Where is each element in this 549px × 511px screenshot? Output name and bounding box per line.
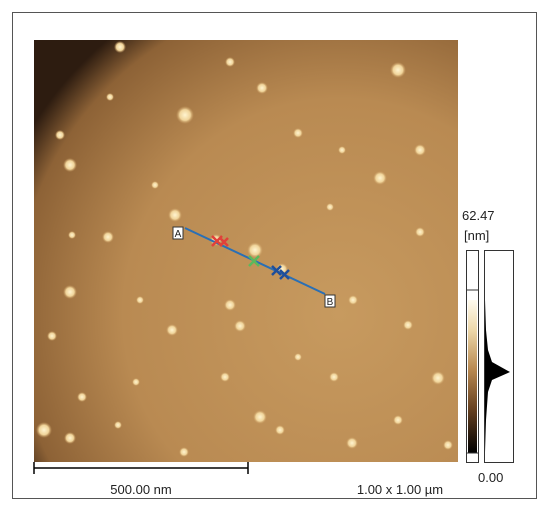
particle bbox=[329, 372, 339, 382]
marker-b-label: B bbox=[327, 297, 334, 308]
particle bbox=[220, 372, 230, 382]
particle bbox=[166, 324, 178, 336]
particle bbox=[225, 57, 235, 67]
marker-a bbox=[172, 226, 184, 240]
particle bbox=[63, 158, 77, 172]
particle bbox=[431, 371, 445, 385]
colorbar bbox=[468, 300, 477, 453]
particle bbox=[403, 320, 413, 330]
marker-b bbox=[324, 294, 336, 308]
particle bbox=[275, 425, 285, 435]
colorbar-unit: [nm] bbox=[464, 228, 489, 243]
particle bbox=[414, 144, 426, 156]
profile-cursors bbox=[211, 235, 290, 280]
particle bbox=[346, 437, 358, 449]
topography bbox=[34, 40, 458, 462]
colorbar-min: 0.00 bbox=[478, 470, 503, 485]
particle bbox=[293, 128, 303, 138]
particle bbox=[151, 181, 159, 189]
particle bbox=[114, 41, 126, 53]
colorbar-range bbox=[466, 289, 478, 454]
particle bbox=[132, 378, 140, 386]
particle bbox=[224, 299, 236, 311]
particle bbox=[176, 106, 194, 124]
particle bbox=[247, 242, 263, 258]
particle bbox=[326, 203, 334, 211]
particle bbox=[47, 331, 57, 341]
scale-bar-label: 500.00 nm bbox=[110, 482, 171, 497]
afm-image bbox=[34, 40, 458, 462]
particle bbox=[415, 227, 425, 237]
particle bbox=[393, 415, 403, 425]
particle bbox=[443, 440, 453, 450]
particle bbox=[338, 146, 346, 154]
particle bbox=[36, 422, 52, 438]
particle bbox=[114, 421, 122, 429]
particle bbox=[168, 208, 182, 222]
marker-a-label: A bbox=[175, 229, 182, 240]
particle bbox=[256, 82, 268, 94]
particle bbox=[64, 432, 76, 444]
scale-bar bbox=[33, 462, 249, 474]
particle bbox=[55, 130, 65, 140]
scan-size: 1.00 x 1.00 µm bbox=[357, 482, 443, 497]
particle bbox=[390, 62, 406, 78]
particle bbox=[234, 320, 246, 332]
particle bbox=[106, 93, 114, 101]
particle bbox=[63, 285, 77, 299]
particle bbox=[68, 231, 76, 239]
histogram bbox=[485, 300, 510, 452]
particle bbox=[373, 171, 387, 185]
colorbar-max: 62.47 bbox=[462, 208, 495, 223]
particle bbox=[348, 295, 358, 305]
particle bbox=[294, 353, 302, 361]
particle bbox=[253, 410, 267, 424]
particle bbox=[102, 231, 114, 243]
particle bbox=[136, 296, 144, 304]
particle bbox=[179, 447, 189, 457]
particle bbox=[77, 392, 87, 402]
